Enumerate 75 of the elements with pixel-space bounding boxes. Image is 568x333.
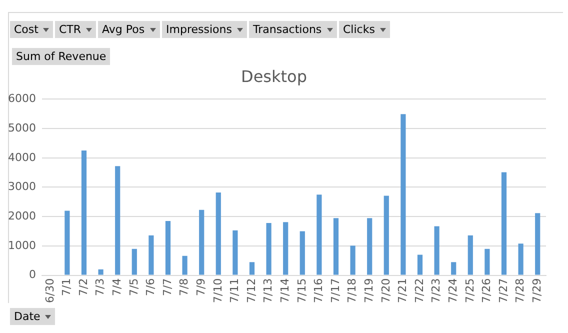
bar [367, 218, 372, 275]
field-button[interactable]: Avg Pos [98, 21, 160, 38]
x-tick-label: 7/9 [194, 278, 208, 296]
x-tick-label: 6/30 [43, 278, 56, 303]
x-tick-label: 7/6 [144, 278, 158, 296]
x-tick-label: 7/29 [530, 278, 544, 303]
x-tick-label: 7/18 [346, 278, 359, 303]
x-tick-label: 7/20 [379, 278, 392, 303]
field-button[interactable]: Transactions [249, 21, 337, 38]
bar [216, 192, 221, 275]
x-tick-label: 7/11 [228, 278, 242, 303]
x-tick-label: 7/17 [328, 278, 342, 303]
bar [132, 248, 137, 275]
bar [434, 226, 440, 275]
bar [350, 246, 356, 275]
bar [165, 221, 171, 275]
y-tick-label: 1000 [8, 238, 36, 252]
bar [81, 150, 87, 275]
bar [266, 223, 272, 275]
bar [199, 210, 204, 275]
x-tick-label: 7/12 [244, 278, 258, 303]
chart-title: Desktop [241, 66, 307, 86]
bar [333, 218, 339, 275]
x-tick-label: 7/13 [262, 278, 275, 303]
x-tick-label: 7/1 [60, 278, 74, 296]
bar [451, 262, 456, 275]
x-tick-label: 7/21 [396, 278, 410, 303]
field-button[interactable]: Date [10, 308, 56, 325]
field-button[interactable]: Cost [10, 21, 54, 38]
bar [98, 269, 104, 275]
bar [64, 210, 70, 275]
x-tick-label: 7/10 [211, 278, 224, 303]
x-tick-label: 7/15 [295, 278, 308, 303]
y-tick-label: 3000 [8, 180, 36, 194]
bar [115, 166, 120, 275]
field-button[interactable]: Clicks [339, 21, 390, 38]
bar [148, 235, 154, 275]
y-tick-label: 2000 [8, 209, 36, 222]
bar [249, 262, 255, 275]
y-tick-label: 6000 [8, 92, 36, 106]
bar [535, 213, 540, 275]
x-tick-label: 7/2 [76, 278, 90, 296]
x-tick-label: 7/27 [496, 278, 510, 303]
x-tick-label: 7/14 [278, 278, 292, 303]
bar [283, 222, 288, 275]
x-tick-label: 7/26 [480, 278, 494, 303]
bar [300, 231, 305, 275]
field-button[interactable]: CTR [55, 21, 96, 38]
x-tick-label: 7/28 [514, 278, 527, 303]
bar [384, 196, 389, 275]
x-tick-label: 7/16 [312, 278, 326, 303]
x-tick-label: 7/7 [160, 278, 174, 296]
x-tick-label: 7/25 [463, 278, 476, 303]
field-button[interactable]: Impressions [162, 21, 247, 38]
field-button[interactable]: Sum of Revenue [12, 48, 110, 65]
x-tick-label: 7/19 [362, 278, 376, 303]
y-tick-label: 4000 [8, 150, 36, 164]
x-tick-label: 7/5 [127, 278, 140, 296]
x-tick-label: 7/23 [430, 278, 443, 303]
x-tick-label: 7/8 [178, 278, 191, 296]
bar [501, 172, 507, 275]
x-tick-label: 7/3 [94, 278, 107, 296]
bar [182, 256, 188, 275]
x-tick-label: 7/4 [110, 278, 124, 296]
bar [316, 194, 322, 275]
y-tick-label: 0 [28, 268, 36, 282]
bar [518, 244, 524, 275]
bar [400, 114, 406, 275]
bar [232, 230, 238, 275]
x-tick-label: 7/24 [446, 278, 460, 303]
y-tick-label: 5000 [8, 121, 36, 134]
bar [484, 248, 490, 275]
bar [417, 254, 423, 275]
bar [468, 235, 473, 275]
x-tick-label: 7/22 [412, 278, 426, 303]
